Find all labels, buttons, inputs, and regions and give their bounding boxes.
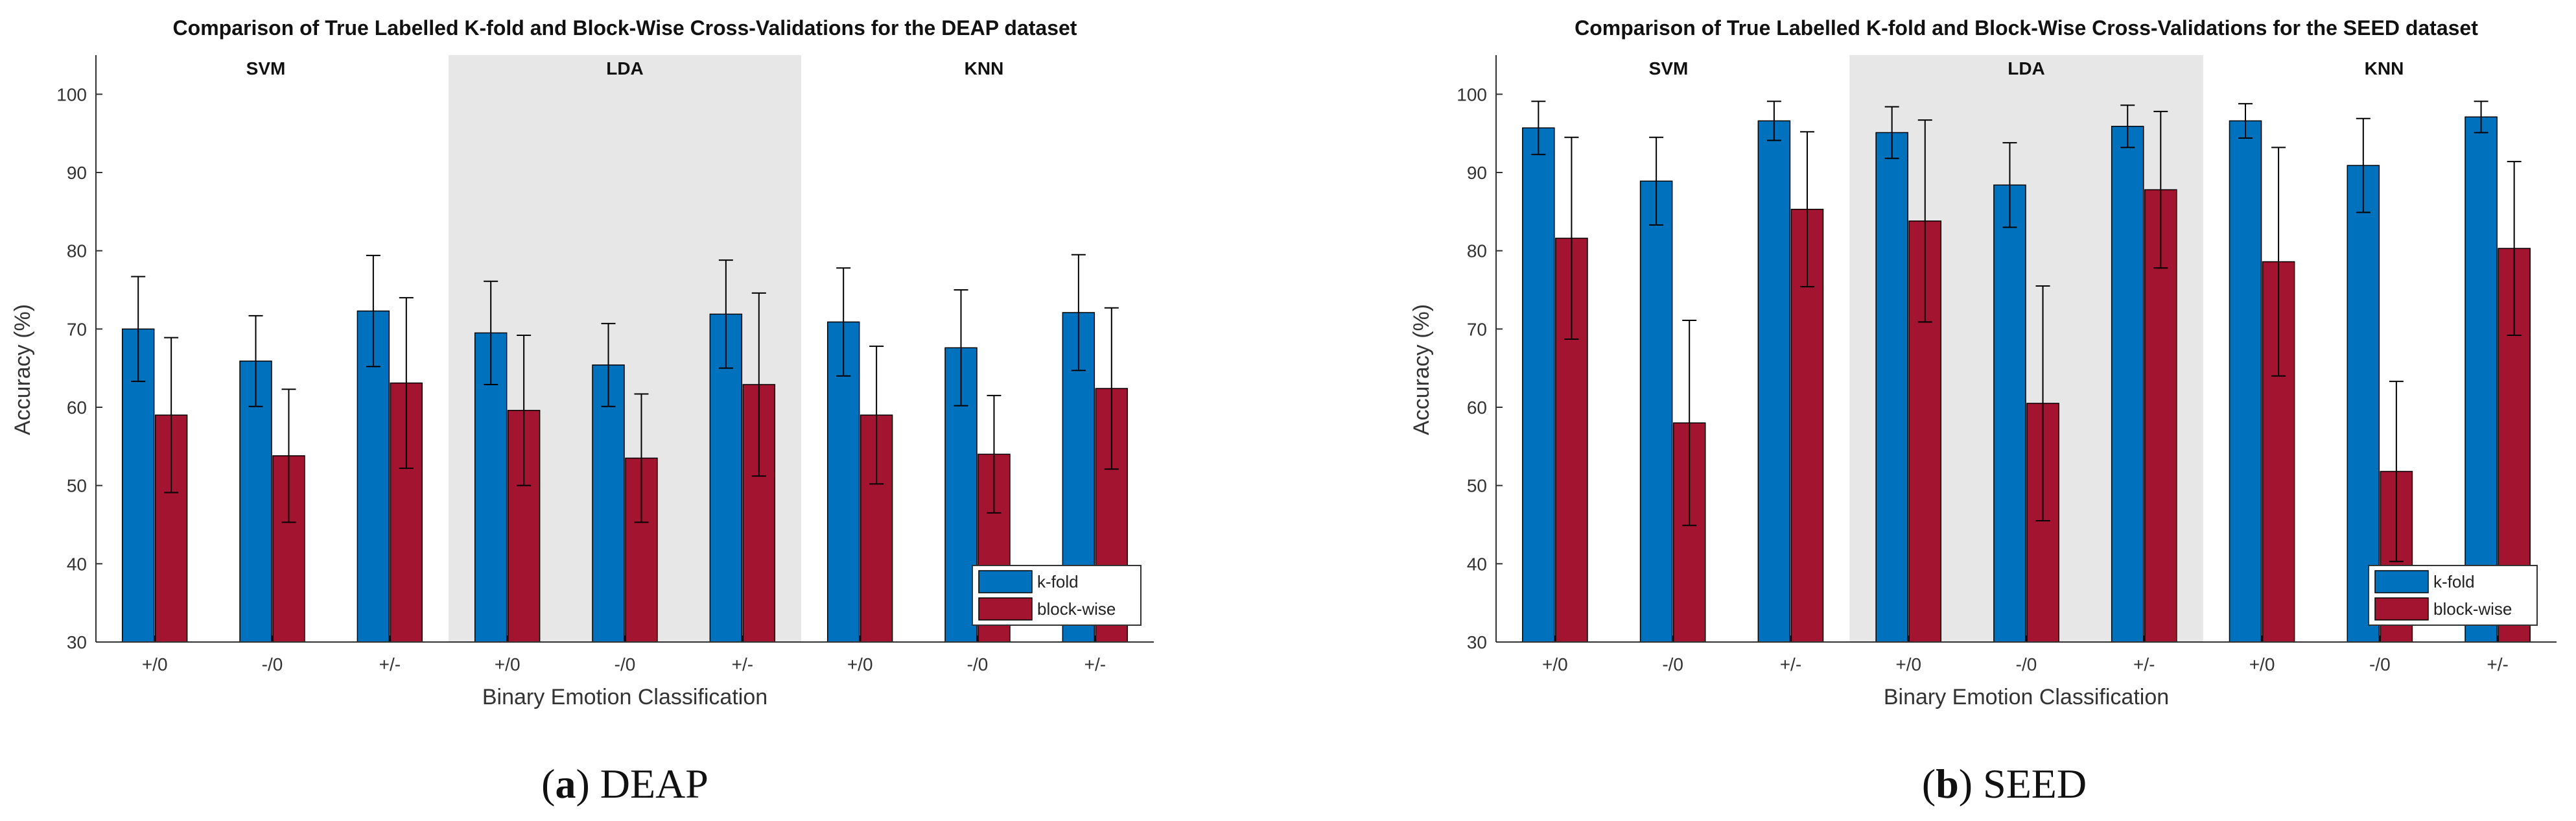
y-tick-label: 40: [1467, 554, 1487, 574]
chart-panel-deap: 30 40 50 60 70 80 90 100 +/0 -/0 +/- +/0 -/0 +/- +/0 -/…: [10, 16, 1154, 807]
chart-title: Comparison of True Labelled K-fold and B…: [1575, 16, 2478, 40]
bar-blockwise: [1790, 208, 1824, 643]
shaded-group-region: [449, 55, 801, 642]
legend-label-kfold: k-fold: [1037, 572, 1079, 591]
y-tick-label: 60: [1467, 398, 1487, 418]
x-tick-label: -/0: [2369, 654, 2391, 674]
bar-kfold: [1522, 127, 1555, 643]
bar-kfold: [1993, 184, 2026, 643]
y-tick-label: 70: [67, 319, 87, 339]
group-label-lda: LDA: [2008, 58, 2045, 78]
legend-swatch-kfold: [2374, 570, 2429, 593]
x-tick-label: +/0: [495, 654, 521, 674]
x-axis-label: Binary Emotion Classification: [1884, 685, 2169, 709]
y-tick-label: 100: [56, 84, 87, 104]
y-tick-label: 30: [67, 632, 87, 652]
caption-deap: (a) DEAP: [541, 761, 708, 807]
bar-kfold: [1875, 132, 1908, 643]
x-tick-label: -/0: [615, 654, 636, 674]
x-tick-label: +/0: [847, 654, 873, 674]
chart-panel-seed: 30 40 50 60 70 80 90 100 +/0 -/0 +/- +/0 -/0 +/- +/0 -/…: [1409, 16, 2557, 807]
x-tick-label: +/0: [2249, 654, 2275, 674]
caption-seed: (b) SEED: [1922, 761, 2087, 807]
legend-swatch-blockwise: [2374, 597, 2429, 621]
y-tick-label: 60: [67, 398, 87, 418]
x-axis-label: Binary Emotion Classification: [482, 685, 767, 709]
y-tick-label: 70: [1467, 319, 1487, 339]
bar-kfold: [2465, 116, 2498, 643]
bar-kfold: [709, 313, 743, 643]
group-label-knn: KNN: [965, 58, 1004, 78]
x-tick-label: +/0: [142, 654, 168, 674]
y-tick-label: 80: [1467, 241, 1487, 261]
y-tick-label: 100: [1457, 84, 1487, 104]
legend: k-fold block-wise: [972, 565, 1142, 626]
y-axis-label: Accuracy (%): [10, 304, 35, 435]
y-tick-label: 40: [67, 554, 87, 574]
bar-kfold: [2347, 165, 2380, 643]
x-tick-label: -/0: [967, 654, 989, 674]
caption-text: DEAP: [600, 761, 708, 807]
x-tick-label: +/-: [1780, 654, 1801, 674]
legend-label-blockwise: block-wise: [2433, 599, 2512, 619]
x-tick-label: +/-: [2487, 654, 2508, 674]
bar-kfold: [2111, 126, 2144, 643]
bar-blockwise: [390, 382, 423, 643]
x-tick-label: -/0: [2016, 654, 2037, 674]
bar-kfold: [1757, 120, 1791, 643]
x-tick-label: +/0: [1895, 654, 1921, 674]
bar-kfold: [1639, 180, 1673, 643]
group-label-knn: KNN: [2365, 58, 2404, 78]
x-tick-label: -/0: [1662, 654, 1683, 674]
y-axis-label: Accuracy (%): [1409, 304, 1434, 435]
x-tick-label: +/-: [2133, 654, 2155, 674]
y-tick-label: 90: [67, 163, 87, 183]
legend: k-fold block-wise: [2368, 565, 2538, 626]
x-tick-label: +/-: [1084, 654, 1106, 674]
y-tick-label: 50: [1467, 476, 1487, 496]
legend-swatch-blockwise: [978, 597, 1033, 621]
y-tick-label: 80: [67, 241, 87, 261]
chart-title: Comparison of True Labelled K-fold and B…: [173, 16, 1077, 40]
x-tick-label: +/0: [1542, 654, 1568, 674]
legend-swatch-kfold: [978, 570, 1033, 593]
caption-text: SEED: [1983, 761, 2087, 807]
legend-label-kfold: k-fold: [2433, 572, 2475, 591]
x-tick-label: -/0: [262, 654, 283, 674]
shaded-group-region: [1849, 55, 2203, 642]
group-label-svm: SVM: [246, 58, 286, 78]
y-tick-label: 90: [1467, 163, 1487, 183]
bar-kfold: [2229, 120, 2262, 643]
group-label-lda: LDA: [606, 58, 644, 78]
y-tick-label: 30: [1467, 632, 1487, 652]
bar-kfold: [592, 364, 625, 643]
x-tick-label: +/-: [379, 654, 401, 674]
group-label-svm: SVM: [1649, 58, 1689, 78]
x-tick-label: +/-: [732, 654, 753, 674]
legend-label-blockwise: block-wise: [1037, 599, 1116, 619]
y-tick-label: 50: [67, 476, 87, 496]
